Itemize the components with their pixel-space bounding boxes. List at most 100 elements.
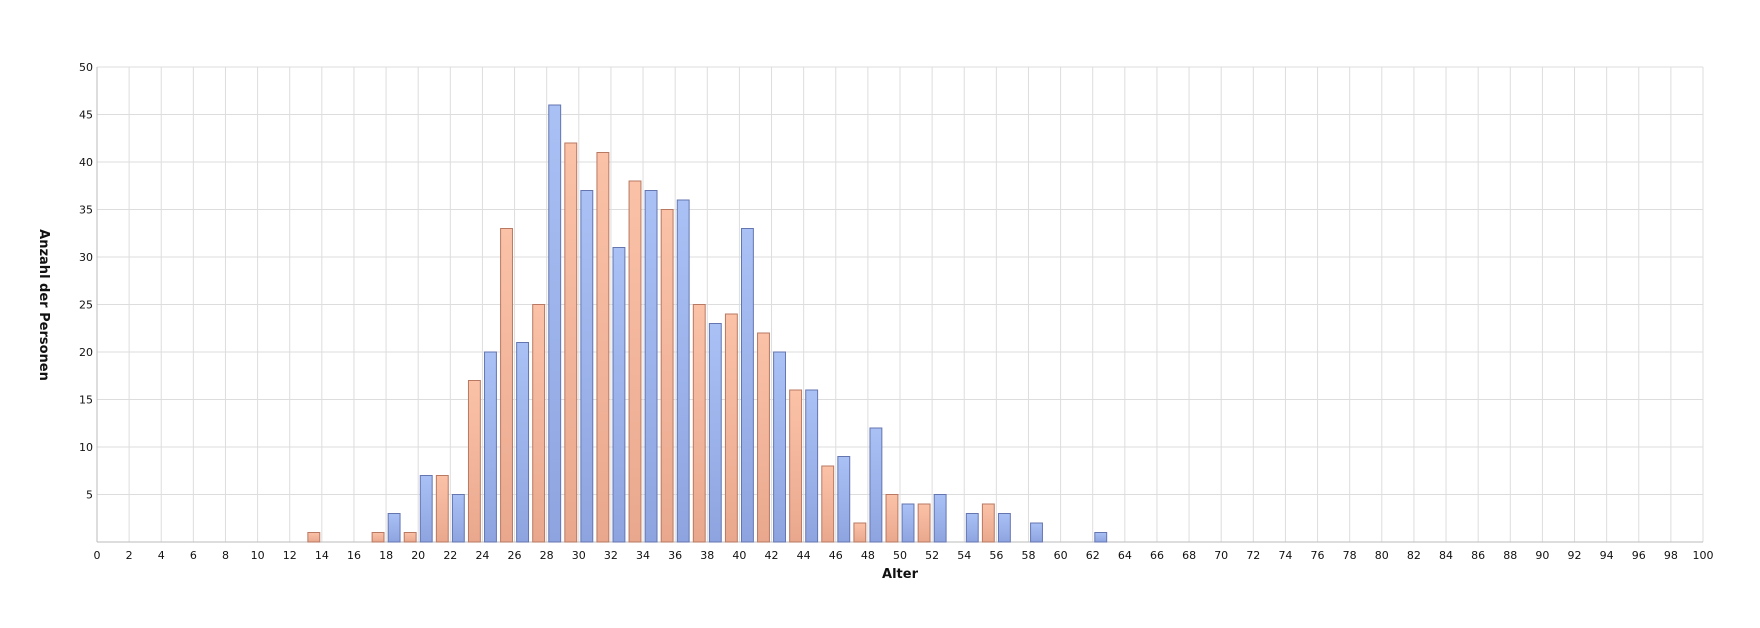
x-tick-label: 22 bbox=[443, 549, 457, 562]
x-tick-label: 40 bbox=[732, 549, 746, 562]
grid-lines bbox=[96, 66, 1704, 543]
y-tick-label: 35 bbox=[79, 204, 93, 217]
bar-36 bbox=[676, 199, 690, 543]
x-tick-label: 90 bbox=[1535, 549, 1549, 562]
y-tick-label: 5 bbox=[86, 489, 93, 502]
bar-13 bbox=[307, 532, 321, 543]
bar-42 bbox=[773, 351, 786, 543]
x-tick-labels: 0 2 4 6 8 10 12 14 16 18 20 22 24 26 28 30 32 34 36 38 40 42 4… bbox=[94, 549, 1714, 562]
x-tick-label: 60 bbox=[1054, 549, 1068, 562]
bar-18 bbox=[387, 513, 401, 543]
bar-38 bbox=[708, 323, 722, 543]
bar-22 bbox=[451, 494, 465, 543]
bar-20 bbox=[419, 475, 433, 543]
bar-49 bbox=[885, 494, 899, 543]
bar-45 bbox=[821, 465, 835, 543]
x-tick-label: 42 bbox=[765, 549, 779, 562]
x-tick-label: 32 bbox=[604, 549, 618, 562]
bar-54 bbox=[965, 513, 979, 543]
bar-46 bbox=[837, 456, 851, 543]
y-tick-label: 50 bbox=[79, 61, 93, 74]
x-tick-label: 64 bbox=[1118, 549, 1132, 562]
x-tick-label: 26 bbox=[508, 549, 522, 562]
x-tick-label: 92 bbox=[1568, 549, 1582, 562]
x-tick-label: 50 bbox=[893, 549, 907, 562]
x-tick-label: 52 bbox=[925, 549, 939, 562]
bar-47 bbox=[853, 522, 867, 543]
bar-26 bbox=[516, 342, 530, 543]
x-tick-label: 72 bbox=[1246, 549, 1260, 562]
x-tick-label: 68 bbox=[1182, 549, 1196, 562]
x-tick-label: 74 bbox=[1278, 549, 1292, 562]
x-tick-label: 62 bbox=[1086, 549, 1100, 562]
x-tick-label: 10 bbox=[251, 549, 265, 562]
bar-25 bbox=[500, 228, 513, 543]
x-tick-label: 16 bbox=[347, 549, 361, 562]
bar-48 bbox=[869, 427, 883, 543]
y-tick-labels: 5 10 15 20 25 30 35 40 45 50 bbox=[79, 61, 93, 502]
x-tick-label: 86 bbox=[1471, 549, 1485, 562]
bar-51 bbox=[917, 503, 931, 543]
bar-21 bbox=[435, 475, 449, 543]
bar-33 bbox=[628, 180, 642, 543]
x-tick-label: 34 bbox=[636, 549, 650, 562]
bar-58 bbox=[1030, 522, 1043, 543]
x-tick-label: 80 bbox=[1375, 549, 1389, 562]
x-tick-label: 66 bbox=[1150, 549, 1164, 562]
x-tick-label: 24 bbox=[475, 549, 489, 562]
y-tick-label: 10 bbox=[79, 441, 93, 454]
bar-34 bbox=[644, 190, 658, 543]
bar-17 bbox=[371, 532, 385, 543]
x-tick-label: 0 bbox=[94, 549, 101, 562]
bar-29 bbox=[564, 142, 578, 543]
y-tick-label: 30 bbox=[79, 251, 93, 264]
bar-28 bbox=[548, 104, 562, 543]
x-tick-label: 12 bbox=[283, 549, 297, 562]
x-tick-label: 30 bbox=[572, 549, 586, 562]
bar-40 bbox=[740, 228, 754, 543]
bar-44 bbox=[805, 389, 819, 543]
x-tick-label: 2 bbox=[126, 549, 133, 562]
x-tick-label: 78 bbox=[1343, 549, 1357, 562]
bar-43 bbox=[789, 389, 803, 543]
bar-39 bbox=[724, 313, 738, 543]
x-tick-label: 56 bbox=[989, 549, 1003, 562]
x-tick-label: 4 bbox=[158, 549, 165, 562]
bar-37 bbox=[692, 304, 706, 543]
bar-52 bbox=[933, 494, 947, 543]
x-tick-label: 48 bbox=[861, 549, 875, 562]
bar-35 bbox=[660, 209, 674, 543]
x-tick-label: 76 bbox=[1311, 549, 1325, 562]
bar-56 bbox=[997, 513, 1011, 543]
x-axis-title: Alter bbox=[882, 567, 919, 582]
x-tick-label: 100 bbox=[1693, 549, 1714, 562]
x-tick-label: 6 bbox=[190, 549, 197, 562]
y-tick-label: 15 bbox=[79, 394, 93, 407]
x-tick-label: 58 bbox=[1021, 549, 1035, 562]
x-tick-label: 14 bbox=[315, 549, 329, 562]
y-tick-label: 40 bbox=[79, 156, 93, 169]
x-tick-label: 98 bbox=[1664, 549, 1678, 562]
y-tick-label: 20 bbox=[79, 346, 93, 359]
x-tick-label: 36 bbox=[668, 549, 682, 562]
bar-24 bbox=[484, 351, 497, 543]
x-tick-label: 28 bbox=[540, 549, 554, 562]
y-axis-title: Anzahl der Personen bbox=[36, 229, 51, 381]
bar-32 bbox=[612, 247, 626, 543]
bar-19 bbox=[403, 532, 417, 543]
bar-30 bbox=[580, 190, 594, 543]
y-tick-label: 45 bbox=[79, 109, 93, 122]
x-tick-label: 8 bbox=[222, 549, 229, 562]
x-tick-label: 38 bbox=[700, 549, 714, 562]
x-tick-label: 84 bbox=[1439, 549, 1453, 562]
bar-62 bbox=[1094, 532, 1108, 543]
x-tick-label: 18 bbox=[379, 549, 393, 562]
bars bbox=[307, 104, 1108, 543]
bar-23 bbox=[467, 380, 481, 543]
y-tick-label: 25 bbox=[79, 299, 93, 312]
bar-50 bbox=[901, 503, 915, 543]
x-tick-label: 70 bbox=[1214, 549, 1228, 562]
x-tick-label: 82 bbox=[1407, 549, 1421, 562]
